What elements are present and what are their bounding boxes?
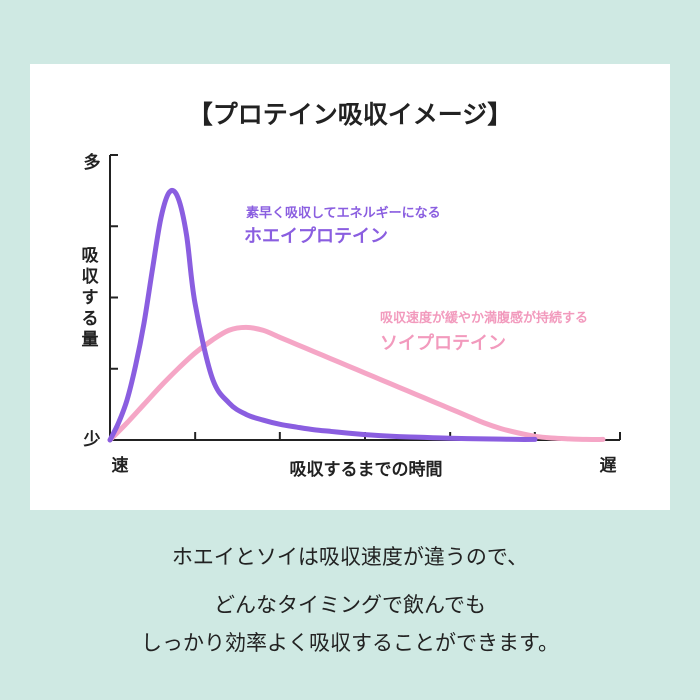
soy-name: ソイプロテイン	[380, 333, 506, 354]
whey-name: ホエイプロテイン	[244, 226, 388, 247]
caption-line-1: ホエイとソイは吸収速度が違うので、	[171, 545, 529, 569]
axes	[109, 154, 621, 441]
x-axis-label: 吸収するまでの時間	[290, 459, 443, 480]
y-axis-label: 吸収する量	[81, 246, 99, 350]
whey-description: 素早く吸収してエネルギーになる	[246, 206, 441, 221]
series-lines	[107, 188, 606, 443]
chart-title: 【プロテイン吸収イメージ】	[187, 100, 513, 129]
series-line-whey	[107, 188, 538, 443]
caption-line-3: しっかり効率よく吸収することができます。	[141, 631, 559, 655]
series-line-soy	[107, 324, 606, 443]
x-end-label: 遅	[600, 456, 617, 476]
y-bottom-label: 少	[83, 430, 101, 450]
soy-description: 吸収速度が緩やか満腹感が持続する	[380, 311, 589, 326]
x-start-label: 速	[112, 455, 129, 476]
caption-line-2: どんなタイミングで飲んでも	[214, 593, 486, 617]
axis-labels: 多少速 遅 吸収するまでの時間	[83, 152, 617, 480]
y-top-label: 多	[84, 152, 101, 173]
